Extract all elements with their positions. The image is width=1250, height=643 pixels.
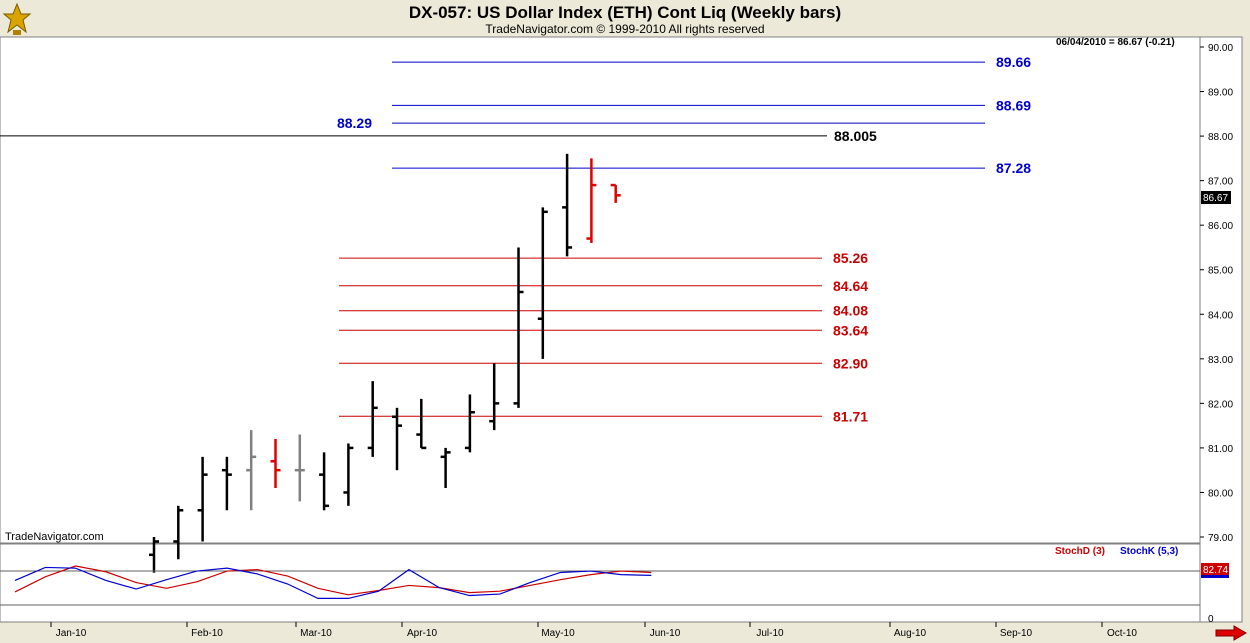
x-tick-label: Sep-10 <box>1000 628 1033 639</box>
stoch-value-tag: 82.74 <box>1203 565 1228 576</box>
level-label: 84.64 <box>833 278 868 294</box>
stoch-value-tag-bg <box>1201 563 1229 576</box>
ohlc-bar <box>319 452 330 511</box>
x-tick-label: Jan-10 <box>56 628 87 639</box>
stoch-value-tag-underline <box>1201 575 1229 578</box>
level-label: 87.28 <box>996 160 1031 176</box>
stoch-axis-label: 0 <box>1208 614 1214 625</box>
level-label: 88.29 <box>337 115 372 131</box>
stochk-legend: StochK (5,3) <box>1120 546 1178 557</box>
ohlc-bars <box>149 153 621 573</box>
ohlc-bar <box>537 207 548 359</box>
y-tick-label: 84.00 <box>1208 310 1233 321</box>
ohlc-bar <box>367 381 378 457</box>
ohlc-bar <box>513 247 524 408</box>
chart-header: DX-057: US Dollar Index (ETH) Cont Liq (… <box>0 0 1250 38</box>
y-tick-label: 89.00 <box>1208 88 1233 99</box>
last-price-tag-bg <box>1201 191 1231 204</box>
x-tick-label: Jun-10 <box>650 628 681 639</box>
ohlc-bar <box>294 434 305 502</box>
last-price-tag: 86.67 <box>1203 193 1228 204</box>
x-tick-label: Aug-10 <box>894 628 927 639</box>
level-label: 88.69 <box>996 97 1031 113</box>
y-tick-label: 85.00 <box>1208 266 1233 277</box>
ohlc-bar <box>173 505 184 560</box>
indicator-pane[interactable] <box>0 543 1201 623</box>
level-label: 83.64 <box>833 322 868 338</box>
x-tick-label: Jul-10 <box>756 628 784 639</box>
ohlc-bar <box>440 447 451 488</box>
y-tick-label: 86.00 <box>1208 221 1233 232</box>
y-tick-label: 79.00 <box>1208 533 1233 544</box>
ohlc-bar <box>221 456 232 511</box>
stochk-line <box>14 566 652 600</box>
trade-navigator-logo-icon <box>2 2 32 35</box>
y-tick-label: 87.00 <box>1208 177 1233 188</box>
price-pane[interactable] <box>0 36 1201 544</box>
ohlc-bar <box>416 398 427 450</box>
ohlc-bar <box>489 363 500 431</box>
ohlc-bar <box>149 537 159 573</box>
stochastic-lines: 0 <box>0 565 1214 625</box>
x-tick-label: May-10 <box>541 628 575 639</box>
ohlc-bar <box>197 456 208 542</box>
level-label: 81.71 <box>833 408 868 424</box>
y-tick-label: 82.00 <box>1208 399 1233 410</box>
ohlc-bar <box>270 439 281 488</box>
y-tick-label: 90.00 <box>1208 43 1233 54</box>
ohlc-bar <box>392 407 402 471</box>
price-axis-ticks: 79.00 80.00 81.00 82.00 83.00 84.00 85.00 86.00… <box>1200 43 1233 544</box>
watermark: TradeNavigator.com <box>5 531 104 543</box>
chart-title: DX-057: US Dollar Index (ETH) Cont Liq (… <box>408 3 842 22</box>
ohlc-bar <box>464 394 475 453</box>
x-tick-label: Feb-10 <box>191 628 223 639</box>
scroll-right-arrow-icon[interactable] <box>1214 625 1248 641</box>
price-axis <box>1199 36 1243 623</box>
ohlc-bar <box>586 158 597 243</box>
date-axis-ticks: Jan-10 Feb-10 Mar-10 Apr-10 May-10 Jun-10 Jul-… <box>50 622 1137 639</box>
ohlc-bar <box>343 443 354 506</box>
stochd-line <box>14 565 652 596</box>
y-tick-label: 81.00 <box>1208 444 1233 455</box>
ohlc-bar <box>562 153 573 257</box>
level-label: 88.005 <box>834 128 877 144</box>
x-tick-label: Apr-10 <box>407 628 437 639</box>
x-tick-label: Oct-10 <box>1107 628 1137 639</box>
x-tick-label: Mar-10 <box>300 628 332 639</box>
price-info: 06/04/2010 = 86.67 (-0.21) <box>1056 37 1175 48</box>
chart-subtitle: TradeNavigator.com © 1999-2010 All right… <box>485 22 765 36</box>
level-lines: 89.66 88.69 88.29 88.005 87.28 85.26 84.64 84.0… <box>0 54 1031 424</box>
level-label: 84.08 <box>833 303 868 319</box>
level-label: 89.66 <box>996 54 1031 70</box>
ohlc-bar <box>246 430 257 511</box>
stochd-legend: StochD (3) <box>1055 546 1105 557</box>
y-tick-label: 88.00 <box>1208 132 1233 143</box>
y-tick-label: 83.00 <box>1208 355 1233 366</box>
y-tick-label: 80.00 <box>1208 488 1233 499</box>
ohlc-bar <box>610 183 621 203</box>
level-label: 82.90 <box>833 355 868 371</box>
level-label: 85.26 <box>833 250 868 266</box>
